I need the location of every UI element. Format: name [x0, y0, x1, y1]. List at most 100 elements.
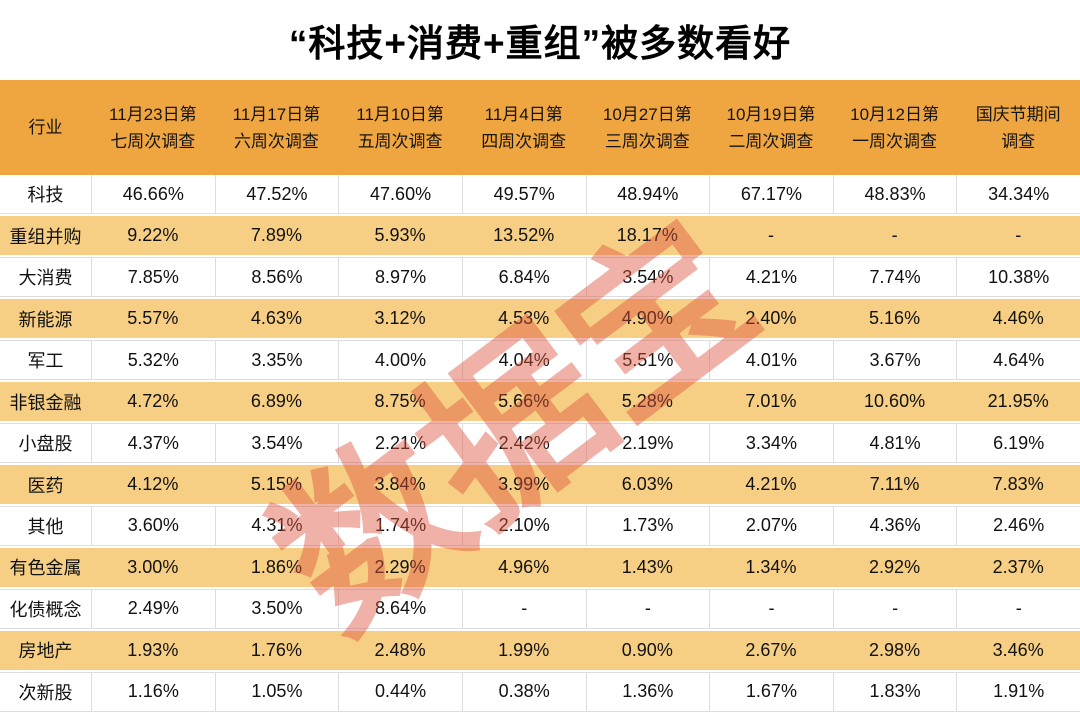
value-cell: 47.52% [214, 175, 339, 214]
value-cell: 5.57% [127, 308, 179, 329]
value-cell: 4.64% [956, 340, 1080, 380]
header-cell-week-7: 10月12日第 一周次调查 [850, 104, 939, 151]
table-row-非银金融: 非银金融 4.72% 6.89% 8.75% 5.66% 5.28% 7.01% 10.60%… [0, 380, 1080, 423]
industry-cell: 军工 [27, 351, 64, 372]
value-cell: 1.99% [498, 639, 550, 660]
value-cell: 47.60% [338, 175, 462, 214]
header-cell-week-8: 国庆节期间 调查 [975, 104, 1061, 151]
value-cell: - [767, 225, 774, 246]
value-cell: 8.97% [338, 257, 462, 297]
value-cell: - [891, 225, 898, 246]
value-cell: 10.38% [956, 257, 1080, 297]
value-cell: 3.00% [127, 556, 179, 577]
header-cell-week-1: 11月23日第 七周次调查 [109, 104, 197, 151]
value-cell: 3.46% [992, 639, 1044, 660]
value-cell: 3.60% [91, 506, 215, 546]
value-cell: 4.96% [498, 556, 550, 577]
survey-table: 行业 11月23日第 七周次调查 11月17日第 六周次调查 11月10日第 五周次调查 11… [0, 80, 1080, 712]
title-bar: “科技+消费+重组”被多数看好 [0, 0, 1080, 80]
value-cell: 0.44% [338, 672, 462, 712]
value-cell: - [585, 589, 710, 629]
value-cell: 4.37% [91, 423, 215, 463]
table-row-次新股: 次新股 1.16% 1.05% 0.44% 0.38% 1.36% 1.67% 1.83% 1.… [0, 671, 1080, 712]
value-cell: 2.21% [338, 423, 462, 463]
value-cell: 2.40% [745, 308, 797, 329]
value-cell: 3.54% [214, 423, 339, 463]
value-cell: 2.92% [869, 556, 921, 577]
table-row-新能源: 新能源 5.57% 4.63% 3.12% 4.53% 4.90% 2.40% 5.16% 4.… [0, 297, 1080, 340]
value-cell: 1.74% [338, 506, 462, 546]
value-cell: 4.72% [127, 391, 179, 412]
value-cell: 4.01% [709, 340, 833, 380]
value-cell: 6.84% [461, 257, 586, 297]
value-cell: 7.01% [745, 391, 797, 412]
table-row-小盘股: 小盘股 4.37% 3.54% 2.21% 2.42% 2.19% 3.34% 4.81% 6.… [0, 422, 1080, 464]
value-cell: 5.28% [621, 391, 673, 412]
value-cell: 2.29% [374, 556, 426, 577]
value-cell: 2.48% [374, 639, 426, 660]
value-cell: 1.76% [250, 639, 302, 660]
industry-cell: 大消费 [18, 268, 73, 289]
value-cell: 5.66% [498, 391, 550, 412]
value-cell: 1.43% [621, 556, 673, 577]
value-cell: 3.34% [709, 423, 833, 463]
value-cell: 4.21% [745, 474, 797, 495]
table-body: 科技 46.66% 47.52% 47.60% 49.57% 48.94% 67.17% 48… [0, 175, 1080, 712]
industry-cell: 小盘股 [18, 434, 73, 455]
value-cell: 48.83% [832, 175, 957, 214]
value-cell: 1.34% [745, 556, 797, 577]
value-cell: 1.73% [585, 506, 710, 546]
value-cell: 3.54% [585, 257, 710, 297]
value-cell: 9.22% [127, 225, 179, 246]
value-cell: 7.85% [91, 257, 215, 297]
table-row-重组并购: 重组并购 9.22% 7.89% 5.93% 13.52% 18.17% - - - [0, 214, 1080, 257]
value-cell: 2.19% [585, 423, 710, 463]
value-cell: 2.98% [869, 639, 921, 660]
value-cell: 4.53% [498, 308, 550, 329]
value-cell: 18.17% [616, 225, 678, 246]
industry-cell: 新能源 [18, 309, 73, 330]
header-cell-week-2: 11月17日第 六周次调查 [232, 104, 321, 151]
value-cell: 4.36% [832, 506, 957, 546]
value-cell: 6.19% [956, 423, 1080, 463]
table-row-科技: 科技 46.66% 47.52% 47.60% 49.57% 48.94% 67.17% 48… [0, 175, 1080, 215]
header-cell-week-6: 10月19日第 二周次调查 [726, 104, 816, 151]
value-cell: 4.81% [832, 423, 957, 463]
value-cell: - [709, 589, 833, 629]
table-row-其他: 其他 3.60% 4.31% 1.74% 2.10% 1.73% 2.07% 4.36% 2.4… [0, 505, 1080, 547]
value-cell: 8.75% [374, 391, 426, 412]
value-cell: - [956, 589, 1080, 629]
table-row-医药: 医药 4.12% 5.15% 3.84% 3.99% 6.03% 4.21% 7.11% 7.8… [0, 463, 1080, 506]
value-cell: - [461, 589, 586, 629]
value-cell: 3.12% [374, 308, 426, 329]
value-cell: 1.91% [956, 672, 1080, 712]
value-cell: 4.12% [127, 474, 179, 495]
value-cell: 3.50% [214, 589, 339, 629]
value-cell: 1.86% [250, 556, 302, 577]
table-row-化债概念: 化债概念 2.49% 3.50% 8.64% - - - - - [0, 588, 1080, 630]
industry-cell: 次新股 [18, 682, 73, 703]
value-cell: 2.49% [91, 589, 215, 629]
value-cell: 7.74% [832, 257, 957, 297]
value-cell: 1.36% [585, 672, 710, 712]
value-cell: 4.63% [250, 308, 302, 329]
value-cell: 7.89% [250, 225, 302, 246]
table-header-row: 行业 11月23日第 七周次调查 11月17日第 六周次调查 11月10日第 五周次调查 11… [0, 80, 1080, 175]
value-cell: 4.00% [338, 340, 462, 380]
value-cell: 10.60% [864, 391, 926, 412]
industry-cell: 有色金属 [9, 558, 82, 579]
value-cell: 3.84% [374, 474, 426, 495]
value-cell: 48.94% [585, 175, 710, 214]
value-cell: 8.56% [214, 257, 339, 297]
value-cell: 5.93% [374, 225, 426, 246]
value-cell: 3.67% [832, 340, 957, 380]
page-title: “科技+消费+重组”被多数看好 [288, 23, 792, 64]
value-cell: 4.31% [214, 506, 339, 546]
value-cell: 5.16% [869, 308, 921, 329]
industry-cell: 非银金融 [9, 392, 82, 413]
value-cell: 2.46% [956, 506, 1080, 546]
header-cell-week-5: 10月27日第 三周次调查 [602, 104, 692, 151]
industry-header-cell: 行业 [28, 118, 63, 137]
value-cell: 2.42% [461, 423, 586, 463]
value-cell: 34.34% [956, 175, 1080, 214]
